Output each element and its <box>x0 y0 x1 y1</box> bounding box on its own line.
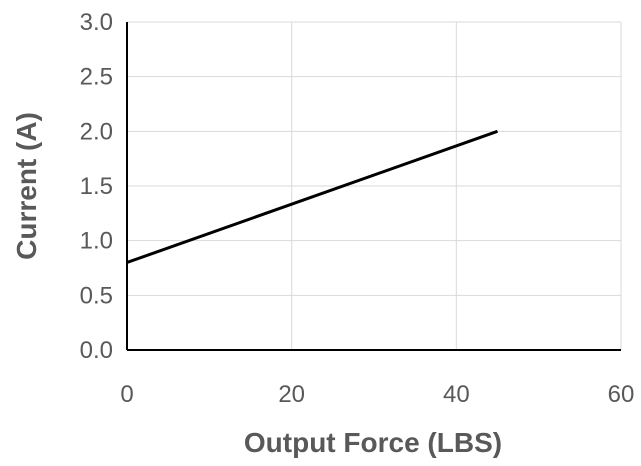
x-tick-label: 40 <box>443 381 470 408</box>
y-tick-label: 3.0 <box>80 9 113 36</box>
axes <box>126 22 621 351</box>
x-tick-label: 0 <box>120 381 133 408</box>
y-tick-label: 2.5 <box>80 64 113 91</box>
series-line-0 <box>126 129 499 264</box>
y-tick-label: 2.0 <box>80 118 113 145</box>
y-tick-label: 1.0 <box>80 228 113 255</box>
series <box>126 129 499 264</box>
y-tick-label: 0.5 <box>80 282 113 309</box>
y-axis-title: Current (A) <box>11 112 42 260</box>
gridlines <box>127 21 622 350</box>
tick-labels: 0.0 0.5 1.0 1.5 2.0 2.5 3.0 0 20 40 60 <box>80 9 635 408</box>
x-axis-title: Output Force (LBS) <box>244 427 502 458</box>
x-tick-label: 20 <box>278 381 305 408</box>
x-tick-label: 60 <box>608 381 635 408</box>
y-tick-label: 0.0 <box>80 337 113 364</box>
y-tick-label: 1.5 <box>80 173 113 200</box>
